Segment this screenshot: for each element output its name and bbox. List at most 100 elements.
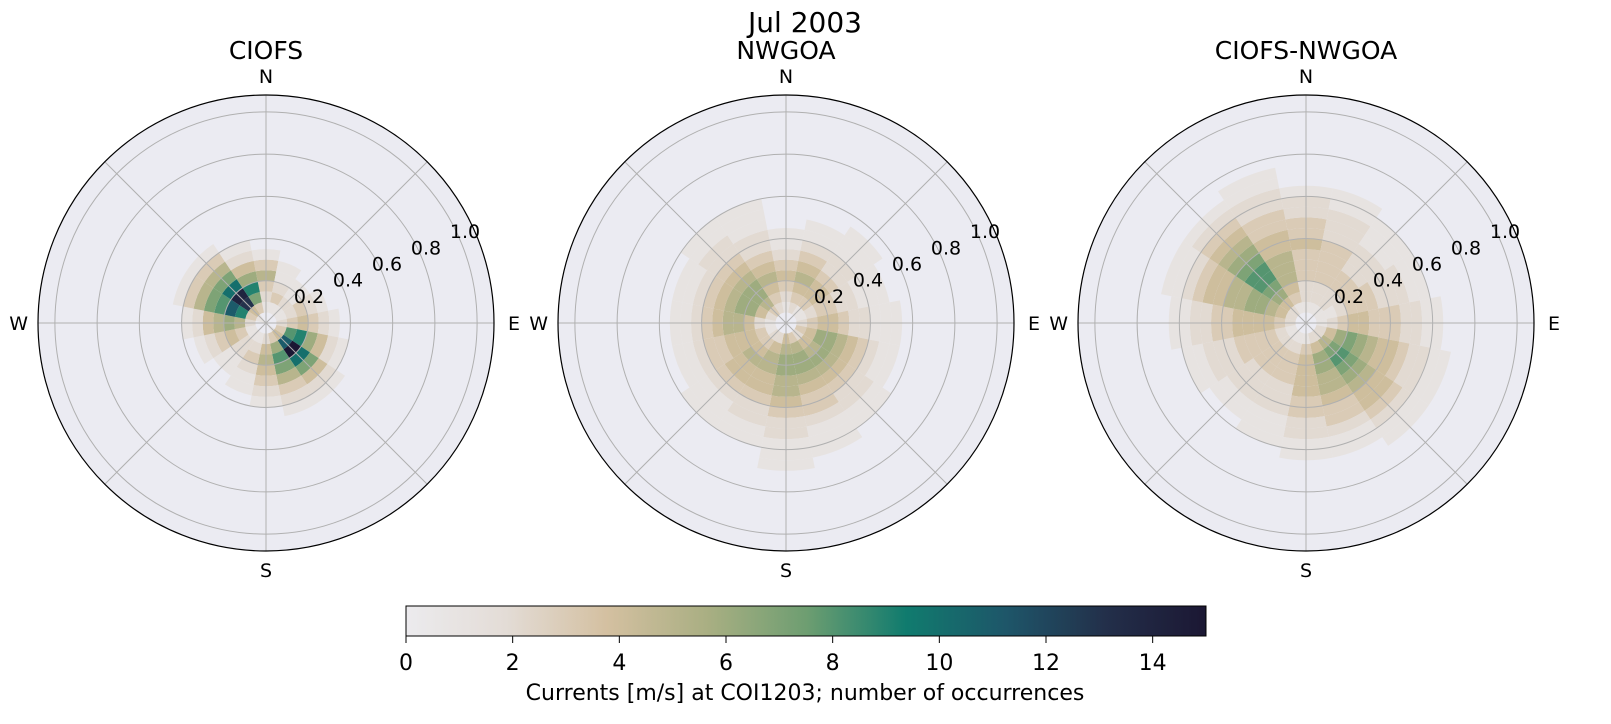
bar-segment: [230, 260, 256, 280]
angular-gridline: [1144, 161, 1307, 324]
bar-segment: [812, 329, 828, 347]
bar-segment: [1332, 299, 1348, 317]
bar-segment: [1318, 250, 1348, 271]
bar-segment: [1253, 393, 1290, 417]
bar-segment: [1320, 240, 1353, 262]
bar-segment: [1192, 258, 1219, 303]
bar-segment: [808, 419, 857, 448]
radial-tick-label: 1.0: [450, 221, 480, 243]
bar-segment: [765, 311, 778, 321]
radial-tick-label: 0.8: [931, 237, 961, 259]
colorbar: 0 2 4 6 8 10 12 14: [399, 605, 1207, 676]
bar-segment: [1402, 252, 1431, 301]
bar-segment: [715, 419, 764, 448]
bar-segment: [1288, 340, 1302, 355]
bar-segment: [838, 335, 859, 365]
bar-segment: [193, 281, 214, 311]
bar-segment: [806, 410, 851, 437]
bar-segment: [1310, 291, 1324, 306]
compass-label-west: W: [1049, 313, 1068, 335]
bar-segment: [1376, 339, 1400, 376]
bar-segment: [750, 366, 776, 386]
bar-segment: [672, 343, 699, 388]
bar-segment: [800, 384, 833, 406]
bar-segment: [1308, 302, 1318, 315]
bar-segment: [1393, 343, 1420, 388]
bar-segment: [1241, 209, 1286, 236]
panel-title: NWGOA: [736, 36, 835, 65]
bar-segment: [723, 287, 743, 313]
bar-segment: [803, 327, 818, 341]
bar-segment: [1264, 375, 1294, 396]
bar-segment: [750, 260, 776, 280]
bar-segment: [682, 264, 708, 305]
angular-gridline: [1305, 161, 1468, 324]
bar-segment: [774, 331, 784, 344]
bar-segment: [792, 349, 810, 365]
bar-segment: [1276, 271, 1298, 288]
bar-segment: [1367, 337, 1389, 370]
bar-segment: [1282, 349, 1300, 365]
bar-segment: [1341, 293, 1358, 315]
bar-segment: [1181, 252, 1210, 301]
polar-frame: [557, 94, 1015, 552]
compass-label-east: E: [1028, 313, 1040, 335]
colorbar-tick-label: 8: [826, 651, 840, 676]
bar-segment: [727, 401, 768, 427]
bar-segment: [734, 293, 751, 315]
colorbar-tick-label: 6: [719, 651, 733, 676]
bar-segment: [255, 317, 266, 323]
bar-segment: [1312, 281, 1330, 297]
angular-gridline: [624, 322, 787, 485]
bar-segment: [224, 375, 254, 396]
panel-1: 0.2 0.4 0.6 0.8 1.0 N E S W NWGOA: [529, 36, 1040, 582]
panel-2: 0.2 0.4 0.6 0.8 1.0 N E S W CIOFS-NWGOA: [1049, 36, 1560, 582]
bar-segment: [1233, 281, 1254, 311]
bar-segment: [765, 325, 778, 335]
bar-segment: [254, 302, 264, 315]
bar-segment: [723, 333, 743, 359]
bar-segment: [1323, 327, 1338, 341]
bar-segment: [739, 384, 772, 406]
bar-segment: [230, 366, 256, 386]
bar-segment: [1229, 188, 1282, 218]
bar-segment: [242, 281, 260, 297]
radial-tick-label: 0.6: [892, 254, 922, 276]
bar-segment: [744, 329, 760, 347]
bar-segment: [756, 358, 778, 375]
bar-segment: [1326, 209, 1371, 236]
bar-segment: [274, 271, 296, 288]
bar-segment: [1171, 246, 1201, 299]
bar-segment: [1270, 366, 1296, 386]
bar-segment: [278, 375, 308, 396]
bar-segment: [274, 325, 287, 335]
bar-segment: [794, 311, 807, 321]
bar-segment: [1264, 299, 1280, 317]
bar-segment: [224, 299, 240, 317]
bar-segment: [193, 335, 214, 365]
radial-tick-label: 1.0: [970, 221, 1000, 243]
bar-segment: [1285, 325, 1298, 335]
bar-segment: [1274, 327, 1289, 341]
colorbar-tick-label: 0: [399, 651, 413, 676]
bar-segment: [1316, 366, 1342, 386]
bar-segment: [794, 271, 816, 288]
bar-segment: [1324, 401, 1365, 427]
bar-segment: [276, 260, 302, 280]
bar-segment: [1254, 331, 1271, 353]
bar-segment: [1223, 276, 1245, 309]
bar-segment: [245, 311, 258, 321]
bar-segment: [1330, 428, 1383, 458]
bar-segment: [1411, 347, 1441, 400]
bar-segment: [1212, 270, 1236, 307]
radial-tick-label: 0.4: [853, 270, 883, 292]
bar-segment: [802, 229, 839, 253]
bar-segment: [713, 335, 734, 365]
bar-segment: [1358, 335, 1379, 365]
bar-segment: [762, 281, 780, 297]
bar-segment: [1349, 333, 1369, 359]
bar-segment: [276, 366, 302, 386]
bar-segment: [803, 305, 818, 319]
bar-segment: [245, 325, 258, 335]
